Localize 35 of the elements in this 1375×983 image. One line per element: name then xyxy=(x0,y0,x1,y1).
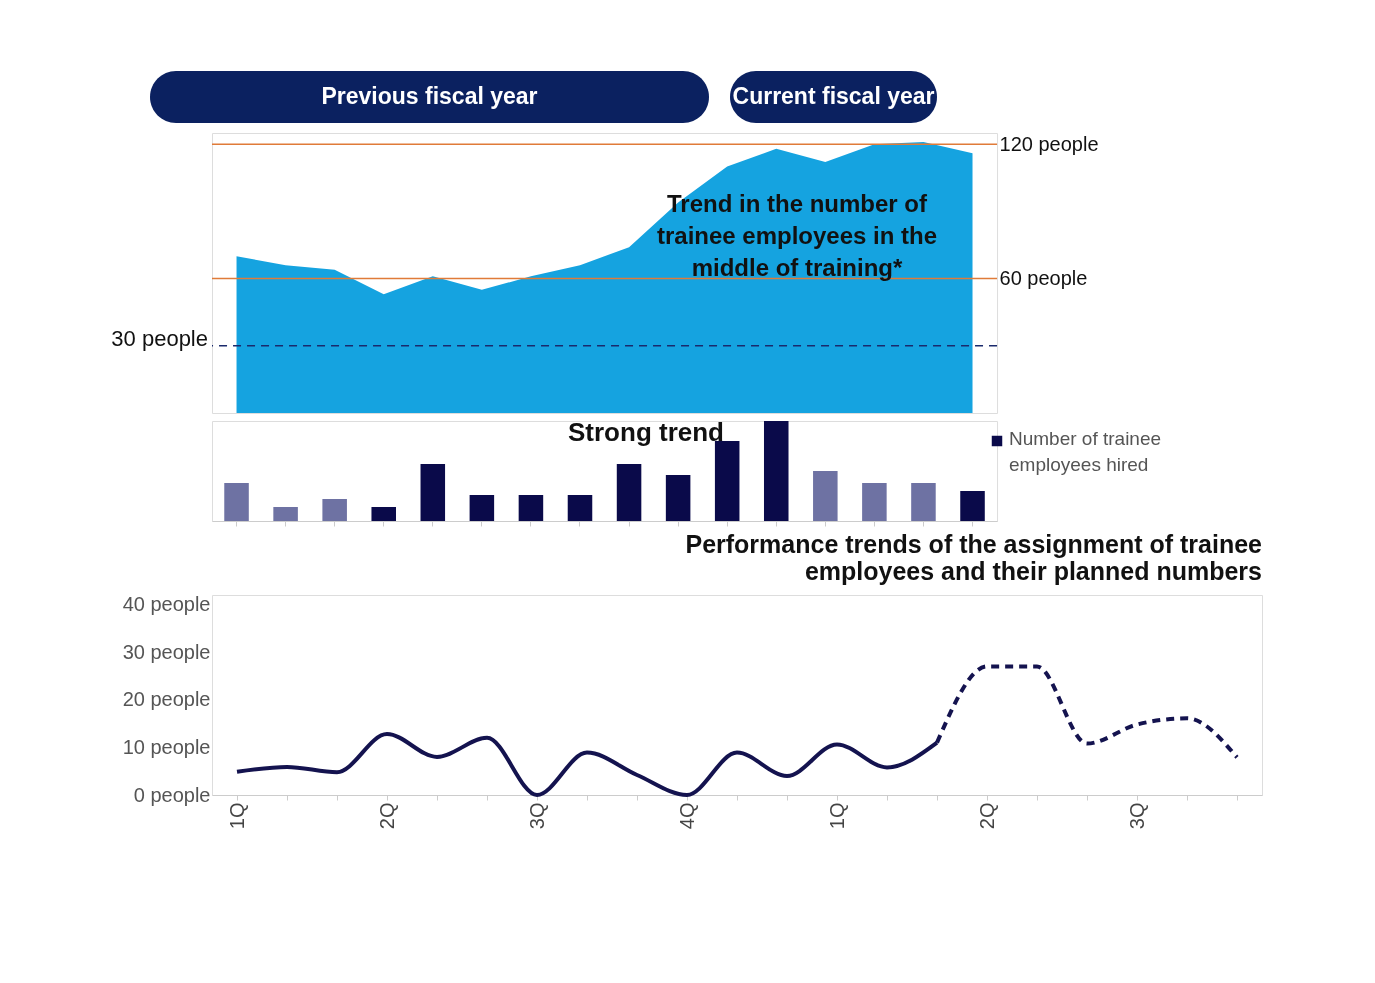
text: Current fiscal year xyxy=(732,83,935,109)
y-tick-label: 30 people xyxy=(122,640,211,663)
bar xyxy=(224,483,249,521)
annotation: Strong trend xyxy=(568,417,724,447)
bar xyxy=(273,507,298,521)
bar xyxy=(469,495,495,521)
x-tick-label: 2Q xyxy=(375,802,398,830)
x-tick-label: 3Q xyxy=(525,802,548,830)
x-tick-label: 2Q xyxy=(975,802,998,830)
text: Previous fiscal year xyxy=(321,83,538,109)
bar xyxy=(567,495,593,521)
bar xyxy=(616,464,642,521)
y-tick-label: 0 people xyxy=(133,783,211,806)
x-tick-label: 1Q xyxy=(825,802,848,830)
x-tick-label: 1Q xyxy=(225,802,248,830)
bar xyxy=(862,483,887,521)
legend-label: Number of trainee employees hired xyxy=(1009,428,1162,475)
bar xyxy=(813,471,838,521)
y-tick-label: 10 people xyxy=(122,735,211,758)
bar xyxy=(665,475,691,521)
bar xyxy=(960,491,985,521)
y-tick-label: 40 people xyxy=(122,593,211,616)
y-tick-label: 120 people xyxy=(999,132,1099,155)
y-tick-label: 20 people xyxy=(122,688,211,711)
x-tick-label: 4Q xyxy=(675,802,698,830)
x-tick-label: 3Q xyxy=(1125,802,1148,830)
bar xyxy=(371,507,396,521)
y-tick-label: 60 people xyxy=(999,267,1088,290)
bar xyxy=(322,499,347,521)
bar xyxy=(420,464,446,521)
bar xyxy=(714,441,740,521)
bar xyxy=(911,483,936,521)
chart-title: Performance trends of the assignment of trainee employees and their planned numbers xyxy=(685,529,1263,585)
bar xyxy=(763,421,789,521)
bar xyxy=(518,495,544,521)
